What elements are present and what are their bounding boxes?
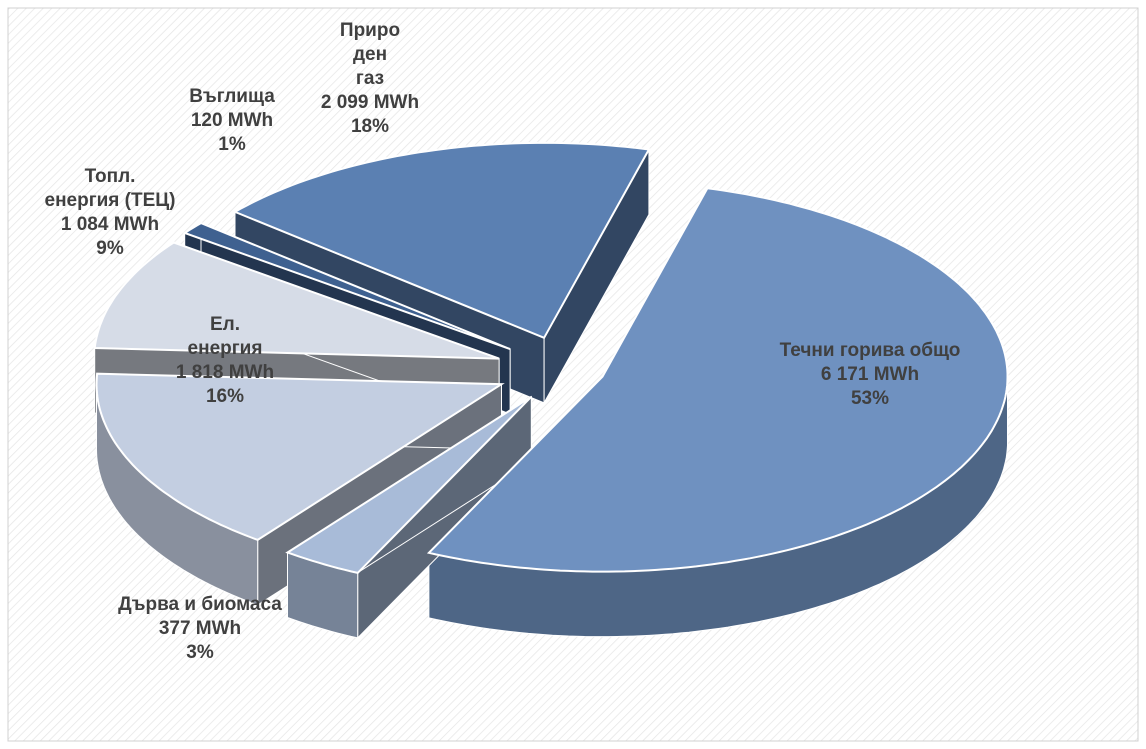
slice-percent-label: 18% bbox=[351, 116, 389, 137]
slice bbox=[232, 141, 651, 340]
slice-value-label: 1 084 MWh bbox=[61, 214, 159, 235]
slice-percent-label: 53% bbox=[851, 388, 889, 409]
slice-value-label: 2 099 MWh bbox=[321, 92, 419, 113]
slice bbox=[426, 187, 1009, 573]
slice-percent-label: 3% bbox=[186, 642, 214, 663]
slice-percent-label: 1% bbox=[218, 134, 246, 155]
slice-value-label: 1 818 MWh bbox=[176, 362, 274, 383]
slice-category-label: Приро ден газ bbox=[340, 20, 400, 89]
slice-category-label: Течни горива общо bbox=[780, 340, 961, 361]
slice bbox=[285, 395, 533, 574]
labels: Течни горива общо 6 171 MWh 53% Дърва и био… bbox=[45, 20, 961, 663]
slice-category-label: Топл. енергия (ТЕЦ) bbox=[45, 166, 176, 211]
slice-category-label: Въглища bbox=[189, 86, 275, 107]
slice bbox=[182, 221, 511, 351]
slice bbox=[93, 241, 500, 360]
slice-value-label: 377 MWh bbox=[159, 618, 241, 639]
slice-category-label: Дърва и биомаса bbox=[118, 594, 282, 615]
slice-percent-label: 16% bbox=[206, 386, 244, 407]
slice-value-label: 120 MWh bbox=[191, 110, 273, 131]
slice bbox=[95, 372, 505, 542]
slice-percent-label: 9% bbox=[96, 238, 124, 259]
pie bbox=[93, 141, 1009, 640]
slice-category-label: Ел. енергия bbox=[188, 314, 263, 359]
slice-value-label: 6 171 MWh bbox=[821, 364, 919, 385]
